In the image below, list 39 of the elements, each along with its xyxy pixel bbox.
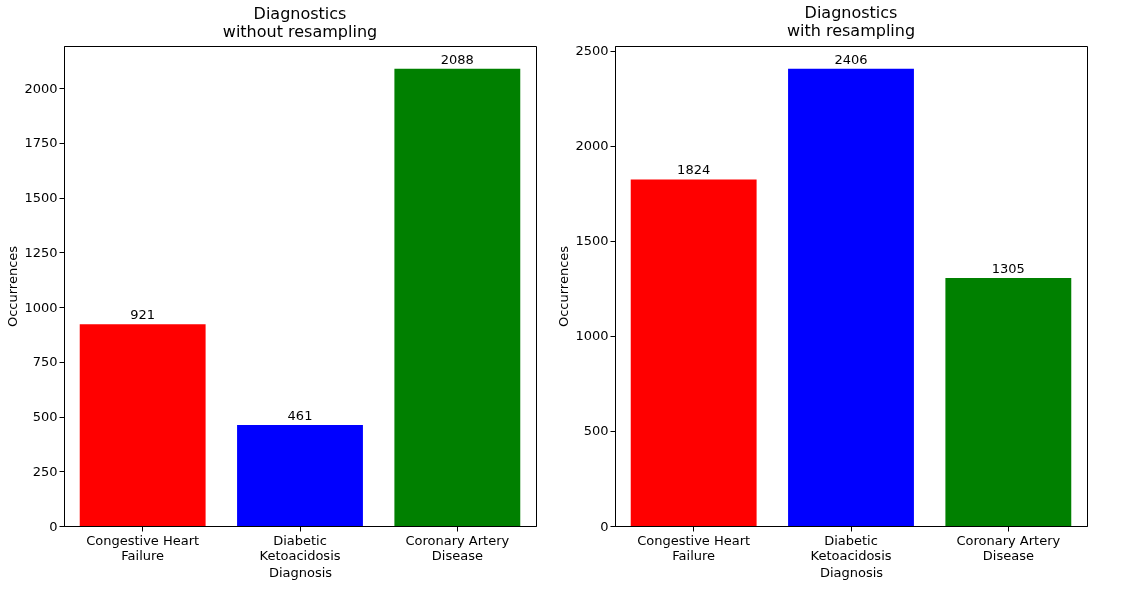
y-tick-label: 250	[32, 463, 58, 479]
y-tick-label: 2000	[575, 138, 609, 154]
x-tick-label: Congestive Heart Failure	[637, 532, 751, 563]
y-tick-label: 1750	[24, 135, 58, 151]
y-tick-label: 1500	[24, 190, 58, 206]
data-label: 461	[287, 408, 313, 424]
bar	[237, 425, 363, 526]
y-tick-label: 500	[583, 423, 609, 439]
x-tick-label: Congestive Heart Failure	[86, 532, 200, 563]
x-tick-label: Diabetic Ketoacidosis	[259, 532, 341, 563]
bar	[79, 324, 206, 526]
bar	[394, 68, 521, 526]
x-tick-label: Coronary Artery Disease	[956, 532, 1061, 563]
x-tick-label: Coronary Artery Disease	[405, 532, 510, 563]
y-tick-label: 750	[32, 354, 58, 370]
bar	[630, 179, 757, 526]
y-axis-title: Occurrences	[5, 245, 21, 328]
y-tick-label: 500	[32, 409, 58, 425]
y-tick-label: 2000	[24, 80, 58, 96]
y-tick-label: 0	[49, 518, 58, 534]
y-tick-label: 0	[600, 518, 609, 534]
y-axis-title: Occurrences	[556, 245, 572, 328]
y-tick-label: 1000	[24, 299, 58, 315]
y-tick-label: 1500	[575, 233, 609, 249]
bar	[788, 68, 914, 526]
data-label: 921	[130, 307, 156, 323]
data-label: 2088	[440, 51, 474, 67]
x-axis-title: Diagnosis	[268, 564, 333, 580]
x-axis-title: Diagnosis	[819, 564, 884, 580]
x-tick-label: Diabetic Ketoacidosis	[810, 532, 892, 563]
data-label: 2406	[834, 51, 868, 67]
chart-title: Diagnostics without resampling	[222, 4, 378, 41]
y-tick-label: 1250	[24, 244, 58, 260]
data-label: 1305	[991, 261, 1025, 277]
y-tick-label: 1000	[575, 328, 609, 344]
bar	[945, 278, 1072, 526]
data-label: 1824	[677, 162, 711, 178]
y-tick-label: 2500	[575, 43, 609, 59]
chart-title: Diagnostics with resampling	[786, 2, 916, 40]
